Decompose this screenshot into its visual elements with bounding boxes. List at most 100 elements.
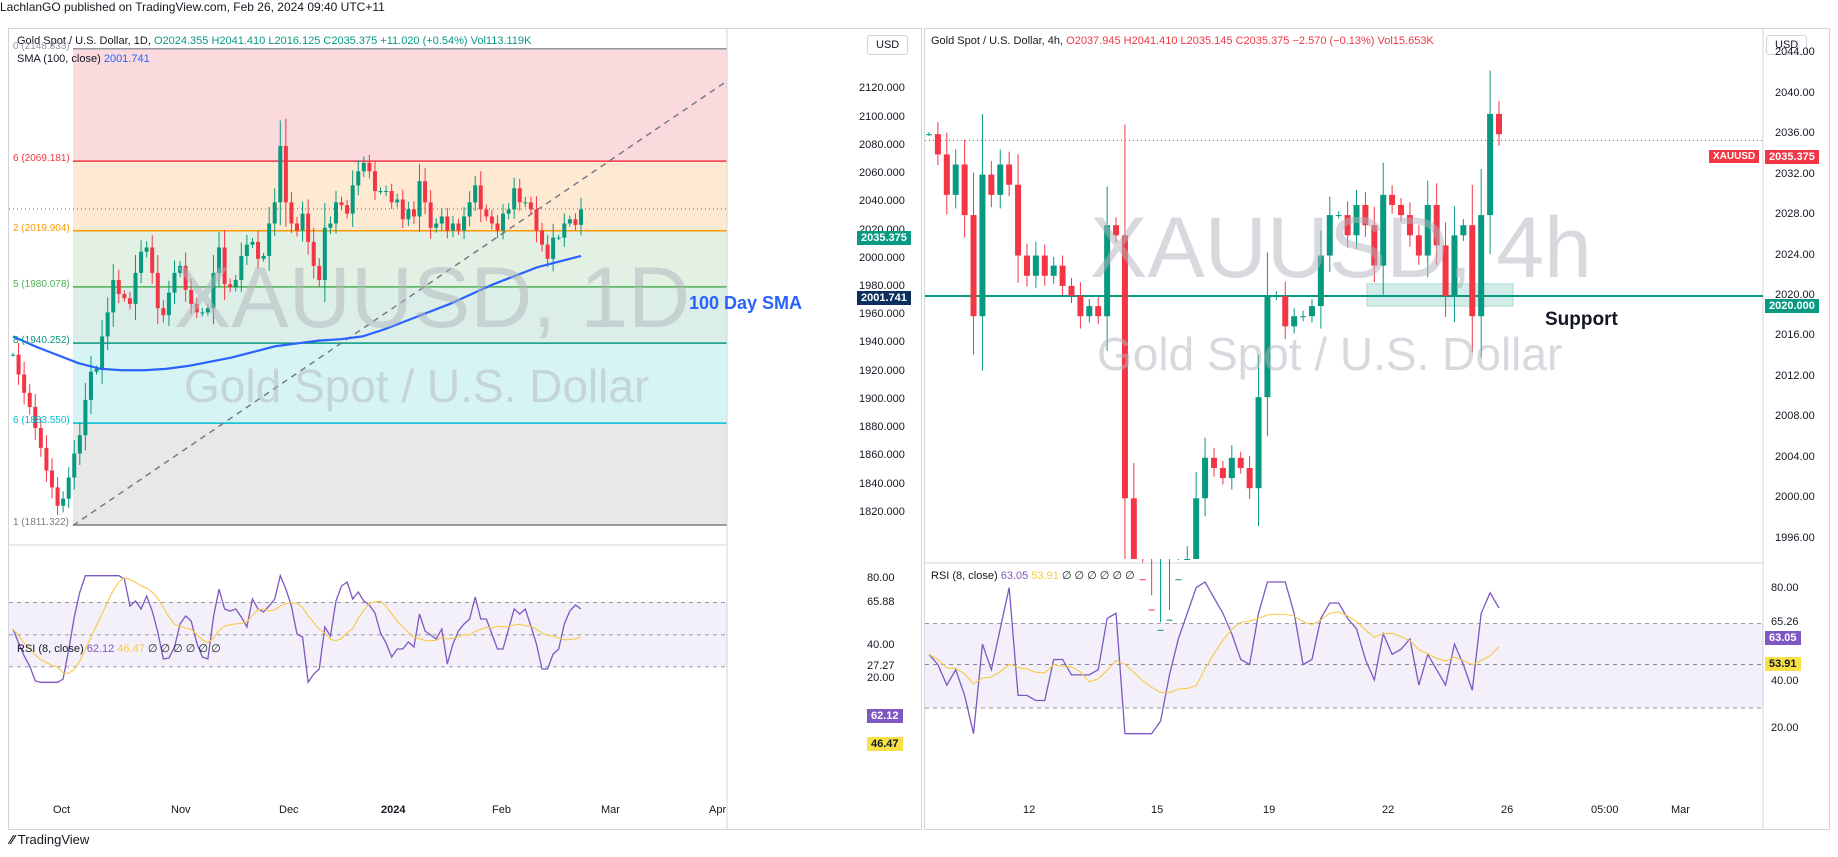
right-legend-close: C2035.375: [1235, 35, 1290, 47]
candle-body: [100, 336, 105, 369]
candle-body: [256, 241, 261, 259]
candle-body: [239, 255, 244, 280]
left-time-label: Dec: [279, 804, 299, 816]
left-sma-tag: 2001.741: [857, 291, 911, 305]
right-rsi-line: [928, 581, 1500, 735]
candle-body: [345, 205, 350, 214]
left-currency-button[interactable]: USD: [867, 35, 909, 55]
left-legend-open: O2024.355: [153, 35, 209, 47]
left-rsi-tick: 40.00: [867, 638, 895, 651]
candle-body: [556, 237, 561, 239]
candle-body: [1246, 467, 1253, 489]
right-watermark-name: Gold Spot / U.S. Dollar: [1097, 328, 1563, 380]
left-legend-volume: Vol113.119K: [470, 35, 532, 47]
right-watermark-symbol: XAUUSD, 4h: [1090, 200, 1592, 296]
left-y-tick: 2080.000: [859, 138, 905, 151]
candle-body: [333, 202, 338, 224]
candle-body: [579, 209, 583, 225]
right-time-label: 05:00: [1591, 804, 1619, 816]
candle-body: [361, 162, 366, 172]
candle-body: [1193, 498, 1200, 559]
right-y-tick: 2036.00: [1775, 127, 1815, 140]
candle-body: [200, 312, 205, 314]
candle-body: [1264, 296, 1271, 398]
candle-body: [144, 247, 149, 252]
candle-body: [534, 209, 539, 231]
candle-body: [105, 312, 110, 337]
candle-body: [133, 272, 138, 304]
publisher-line: LachlanGO published on TradingView.com, …: [0, 0, 385, 14]
right-rsi-tick: 20.00: [1771, 722, 1799, 734]
candle-body: [111, 279, 116, 313]
left-legend-high: H2041.410: [211, 35, 266, 47]
candle-body: [1380, 194, 1387, 266]
candle-body: [551, 237, 556, 259]
candle-body: [1460, 225, 1467, 236]
right-y-tick: 2032.00: [1775, 167, 1815, 180]
candle-body: [94, 368, 99, 372]
candle-body: [1335, 215, 1342, 217]
candle-body: [250, 241, 255, 245]
right-time-label: 19: [1263, 804, 1276, 816]
right-rsi-band: [925, 623, 1763, 708]
right-y-tick: 2016.00: [1775, 329, 1815, 342]
candle-body: [183, 265, 188, 290]
right-chart-panel[interactable]: XAUUSD, 4h Gold Spot / U.S. Dollar Gold …: [924, 28, 1830, 830]
right-rsi-sma-tag: 53.91: [1765, 657, 1801, 671]
candle-body: [1326, 215, 1333, 256]
candle-body: [1121, 235, 1128, 499]
left-sma-value: 2001.741: [103, 53, 150, 65]
candle-body: [283, 145, 288, 203]
right-y-tick: 2040.00: [1775, 86, 1815, 99]
left-time-label: Nov: [171, 804, 191, 816]
right-rsi-tick: 65.26: [1771, 616, 1799, 629]
left-rsi-tick: 80.00: [867, 572, 895, 584]
candle-body: [72, 453, 77, 478]
candle-body: [33, 406, 38, 429]
candle-body: [1300, 316, 1307, 318]
candle-body: [934, 134, 941, 155]
left-chart-panel[interactable]: XAUUSD, 1D Gold Spot / U.S. Dollar Gold …: [8, 28, 922, 830]
candle-body: [1077, 296, 1084, 317]
candle-body: [395, 199, 400, 203]
candle-body: [244, 244, 249, 256]
right-y-tick: 1996.00: [1775, 531, 1815, 544]
candle-body: [49, 470, 54, 488]
candle-body: [22, 374, 27, 393]
candle-body: [217, 247, 222, 273]
candle-body: [445, 216, 450, 231]
tradingview-footer[interactable]: ⁄⁄ TradingView: [10, 832, 89, 847]
right-currency-button[interactable]: USD: [1766, 35, 1808, 55]
left-chart-canvas[interactable]: [9, 29, 921, 829]
candle-body: [367, 162, 372, 172]
right-time-label: 15: [1151, 804, 1164, 816]
candle-body: [1496, 113, 1502, 135]
candle-body: [1389, 194, 1396, 205]
right-support-tag: 2020.000: [1765, 299, 1819, 313]
candle-body: [1344, 215, 1351, 236]
right-rsi-label: RSI (8, close): [931, 570, 998, 582]
fib-level-label: 2 (2019.904): [13, 222, 70, 234]
candle-body: [1113, 225, 1120, 236]
fib-level-label: 5 (1980.078): [13, 278, 70, 290]
fib-zone-0: [73, 48, 727, 162]
candle-body: [122, 294, 127, 299]
candle-body: [1451, 235, 1458, 296]
candle-body: [295, 223, 299, 231]
candle-body: [161, 308, 166, 316]
candle-body: [411, 209, 416, 217]
candle-body: [1157, 629, 1164, 631]
fib-level-label: 8 (1940.252): [13, 335, 70, 347]
right-legend-low: L2035.145: [1180, 35, 1233, 47]
left-rsi-sma-tag: 46.47: [867, 737, 903, 751]
right-chart-canvas[interactable]: [925, 29, 1829, 829]
fib-zone-2: [73, 230, 727, 287]
tradingview-logo-icon: ⁄⁄: [10, 832, 15, 847]
candle-body: [1032, 255, 1039, 276]
candle-body: [116, 279, 121, 295]
candle-body: [300, 213, 305, 231]
candle-body: [1442, 245, 1449, 296]
candle-body: [979, 174, 986, 317]
candle-body: [1086, 306, 1093, 317]
candle-body: [406, 209, 411, 220]
